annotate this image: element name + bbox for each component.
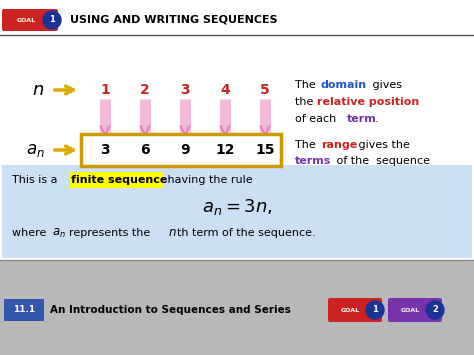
- Text: $\mathit{a}_{n}$: $\mathit{a}_{n}$: [26, 141, 45, 159]
- Circle shape: [426, 301, 444, 319]
- Text: 3: 3: [180, 83, 190, 97]
- Text: where: where: [12, 228, 50, 238]
- Text: of the  sequence: of the sequence: [333, 156, 430, 166]
- Text: 11.1: 11.1: [13, 306, 35, 315]
- Text: An Introduction to Sequences and Series: An Introduction to Sequences and Series: [50, 305, 291, 315]
- Bar: [0, 0, 474, 35]
- Text: $\mathit{n}$: $\mathit{n}$: [32, 81, 44, 99]
- FancyBboxPatch shape: [81, 134, 281, 166]
- Text: GOAL: GOAL: [401, 307, 419, 312]
- Bar: [0, 35, 474, 260]
- Circle shape: [366, 301, 384, 319]
- Text: $a_n = 3n,$: $a_n = 3n,$: [202, 197, 272, 217]
- Text: 12: 12: [215, 143, 235, 157]
- Text: 6: 6: [140, 143, 150, 157]
- Text: relative position: relative position: [317, 97, 419, 107]
- FancyBboxPatch shape: [4, 299, 44, 321]
- Bar: [70, 172, 163, 188]
- Text: of each: of each: [295, 114, 340, 124]
- Circle shape: [43, 11, 61, 29]
- Text: 2: 2: [432, 306, 438, 315]
- Text: GOAL: GOAL: [340, 307, 360, 312]
- Text: The: The: [295, 80, 319, 90]
- Text: gives: gives: [369, 80, 402, 90]
- FancyBboxPatch shape: [328, 298, 382, 322]
- Text: 1: 1: [100, 83, 110, 97]
- Text: 1: 1: [49, 16, 55, 24]
- Text: 1: 1: [372, 306, 378, 315]
- FancyBboxPatch shape: [388, 298, 442, 322]
- Text: 15: 15: [255, 143, 275, 157]
- Text: th term of the sequence.: th term of the sequence.: [177, 228, 316, 238]
- Text: 2: 2: [140, 83, 150, 97]
- Text: range: range: [321, 140, 357, 150]
- Text: 3: 3: [100, 143, 110, 157]
- Text: GOAL: GOAL: [17, 18, 36, 23]
- Text: term: term: [347, 114, 377, 124]
- Bar: [2, 165, 472, 258]
- Text: finite sequence: finite sequence: [71, 175, 167, 185]
- Text: $\mathbf{\mathit{n}}$: $\mathbf{\mathit{n}}$: [168, 226, 177, 240]
- Text: gives the: gives the: [355, 140, 410, 150]
- FancyBboxPatch shape: [2, 9, 58, 31]
- Text: 5: 5: [260, 83, 270, 97]
- Text: $a_n$: $a_n$: [52, 226, 66, 240]
- Text: having the rule: having the rule: [164, 175, 253, 185]
- Text: the: the: [295, 97, 317, 107]
- Text: The: The: [295, 140, 319, 150]
- Text: 9: 9: [180, 143, 190, 157]
- Bar: [0, 260, 474, 355]
- Text: USING AND WRITING SEQUENCES: USING AND WRITING SEQUENCES: [70, 15, 278, 25]
- Text: terms: terms: [295, 156, 331, 166]
- Text: represents the: represents the: [69, 228, 154, 238]
- Text: domain: domain: [321, 80, 367, 90]
- Text: .: .: [375, 114, 379, 124]
- Text: This is a: This is a: [12, 175, 61, 185]
- Text: 4: 4: [220, 83, 230, 97]
